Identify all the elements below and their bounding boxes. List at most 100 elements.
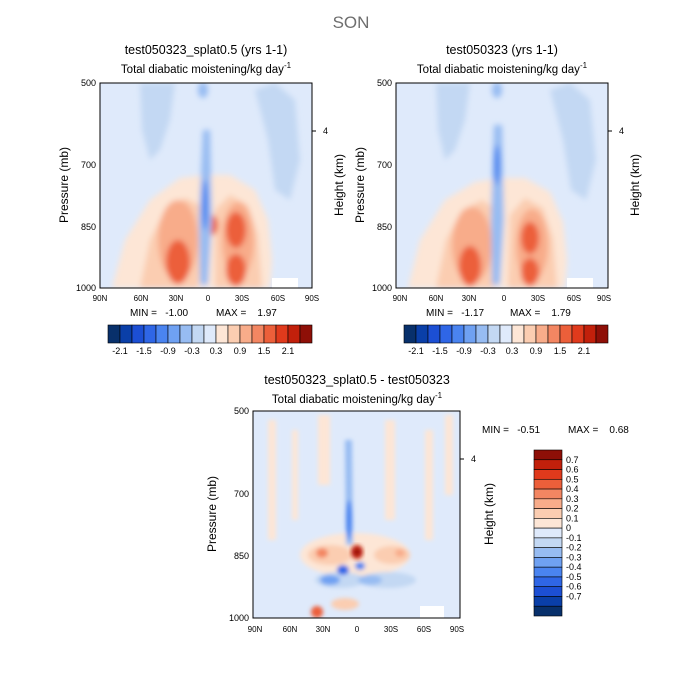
- panel-diff-xaxis: 90N 60N 30N 0 30S 60S 90S: [248, 625, 464, 634]
- panel-right-pos-south-low: [521, 258, 539, 286]
- colorbar-diff-swatch: [533, 518, 563, 529]
- colorbar-diff-label: 0.6: [566, 465, 579, 475]
- colorbar-diff-swatch: [533, 547, 563, 558]
- panel-left-missing-patch: [272, 278, 298, 288]
- colorbar-right-swatch: [403, 324, 417, 344]
- panel-diff-pos-cell: [311, 606, 323, 618]
- colorbar-right-label: -1.5: [432, 346, 448, 356]
- colorbar-diff-label: -0.3: [566, 552, 582, 562]
- panel-right-neg-region-north: [436, 83, 470, 160]
- colorbar-diff-label: -0.7: [566, 591, 582, 601]
- panel-diff-xtick: 60S: [417, 625, 431, 634]
- panel-diff-heatmap: [253, 411, 460, 618]
- colorbar-diff-label: 0.4: [566, 484, 579, 494]
- panel-diff-yaxis: 500 700 850 1000: [229, 406, 249, 623]
- colorbar-right-swatch: [535, 324, 549, 344]
- colorbar-right-label: -2.1: [408, 346, 424, 356]
- panel-diff-ylabel-right: Height (km): [482, 483, 496, 545]
- panel-diff-neg-column-core: [346, 500, 352, 540]
- panel-diff-pos-streak: [445, 415, 453, 495]
- colorbar-diff-label: 0.1: [566, 513, 579, 523]
- panel-diff: test050323_splat0.5 - test050323 Total d…: [205, 373, 629, 634]
- colorbar-diff-label: -0.6: [566, 582, 582, 592]
- colorbar-left-label: -1.5: [136, 346, 152, 356]
- colorbar-left-swatch: [179, 324, 193, 344]
- colorbar-diff-swatch: [533, 459, 563, 470]
- colorbar-left-swatch: [107, 324, 121, 344]
- panel-right-subtitle-main: Total diabatic moistening/kg day: [417, 64, 580, 76]
- colorbar-right-swatch: [439, 324, 453, 344]
- panel-left-xtick: 30S: [235, 294, 249, 303]
- colorbar-right-swatch: [511, 324, 525, 344]
- colorbar-right: -2.1 -1.5 -0.9 -0.3 0.3 0.9 1.5 2.1: [403, 324, 609, 356]
- panel-right-ytick-1000: 1000: [372, 283, 392, 293]
- panel-left-subtitle-sup: -1: [284, 61, 292, 70]
- panel-right-frame: [395, 82, 609, 289]
- panel-left-ytick-850: 850: [81, 222, 96, 232]
- colorbar-left: -2.1 -1.5 -0.9 -0.3 0.3 0.9 1.5 2.1: [107, 324, 313, 356]
- panel-diff-neg-cell: [358, 575, 382, 585]
- colorbar-diff-label: -0.1: [566, 533, 582, 543]
- panel-diff-neg-cell: [337, 565, 349, 575]
- panel-right-max: MAX = 1.79: [510, 308, 571, 319]
- panel-right-xtick: 90N: [393, 294, 408, 303]
- panel-right-ylabel: Pressure (mb): [353, 147, 367, 223]
- colorbar-right-label: -0.9: [456, 346, 472, 356]
- panel-left-xtick: 60N: [134, 294, 149, 303]
- colorbar-left-swatch: [227, 324, 241, 344]
- panel-right-xtick: 90S: [597, 294, 611, 303]
- colorbar-right-swatch: [523, 324, 537, 344]
- colorbar-left-swatch: [131, 324, 145, 344]
- panel-left-xtick: 60S: [271, 294, 285, 303]
- panel-right-neg-top: [492, 83, 502, 98]
- panel-diff-xtick: 30S: [384, 625, 398, 634]
- panel-right-xtick: 60N: [429, 294, 444, 303]
- colorbar-right-label: -0.3: [480, 346, 496, 356]
- colorbar-right-swatch: [583, 324, 597, 344]
- panel-left-ytick-1000: 1000: [76, 283, 96, 293]
- colorbar-right-swatch: [595, 324, 609, 344]
- colorbar-right-swatch: [499, 324, 513, 344]
- panel-right-title: test050323 (yrs 1-1): [446, 43, 558, 57]
- panel-diff-subtitle-main: Total diabatic moistening/kg day: [272, 394, 435, 406]
- panel-right-yaxis: 500 700 850 1000: [372, 78, 392, 293]
- panel-right-height-tick-label: 4: [619, 126, 624, 136]
- panel-left-min: MIN = -1.00: [130, 308, 189, 319]
- panel-diff-pos-streak: [385, 420, 395, 520]
- colorbar-left-label: 0.9: [234, 346, 247, 356]
- panel-diff-pos-streak: [425, 430, 433, 540]
- panel-diff-xtick: 0: [355, 625, 360, 634]
- panel-left-ytick-700: 700: [81, 160, 96, 170]
- panel-left-pos-north-inner: [166, 240, 190, 284]
- panel-right-min: MIN = -1.17: [426, 308, 485, 319]
- panel-left-yaxis: 500 700 850 1000: [76, 78, 96, 293]
- colorbar-diff-label: -0.2: [566, 543, 582, 553]
- colorbar-left-label: 2.1: [282, 346, 295, 356]
- panel-diff-xtick: 90S: [450, 625, 464, 634]
- panel-diff-pos-streak: [292, 430, 298, 520]
- colorbar-diff-swatch: [533, 596, 563, 607]
- colorbar-left-swatch: [239, 324, 253, 344]
- panel-right-neg-region-south: [550, 83, 596, 200]
- colorbar-left-swatch: [215, 324, 229, 344]
- colorbar-diff-swatch: [533, 527, 563, 539]
- panel-left: test050323_splat0.5 (yrs 1-1) Total diab…: [57, 43, 346, 356]
- colorbar-right-swatch: [427, 324, 441, 344]
- panel-diff-min: MIN = -0.51: [482, 425, 541, 436]
- panel-diff-missing-patch: [420, 606, 444, 618]
- panel-left-max: MAX = 1.97: [216, 308, 277, 319]
- panel-right-ytick-500: 500: [377, 78, 392, 88]
- colorbar-right-label: 2.1: [578, 346, 591, 356]
- colorbar-diff-swatch: [533, 498, 563, 509]
- figure-title: SON: [333, 13, 370, 32]
- colorbar-left-swatch: [203, 324, 217, 344]
- colorbar-left-swatch: [299, 324, 313, 344]
- panel-diff-pos-streak: [268, 420, 276, 540]
- colorbar-left-swatch: [167, 324, 181, 344]
- colorbar-diff-label: 0.7: [566, 455, 579, 465]
- colorbar-diff: 0.70.60.50.40.30.20.10-0.1-0.2-0.3-0.4-0…: [533, 449, 582, 617]
- panel-diff-xtick: 60N: [283, 625, 298, 634]
- panel-left-ylabel: Pressure (mb): [57, 147, 71, 223]
- panel-left-neg-core: [202, 180, 208, 230]
- colorbar-right-swatch: [559, 324, 573, 344]
